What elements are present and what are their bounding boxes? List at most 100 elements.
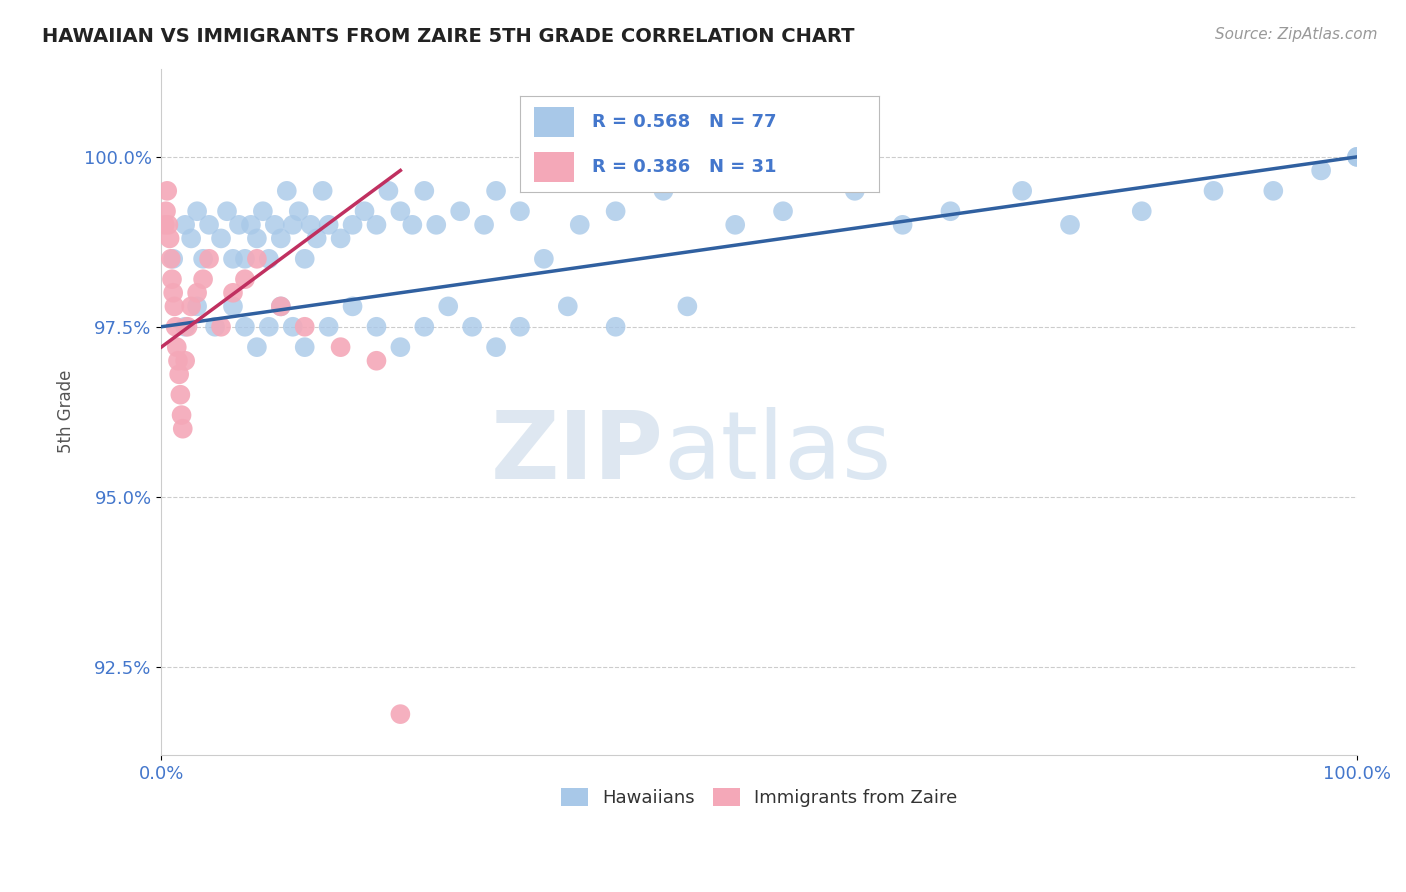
Point [485,340,508,354]
Point [176,319,198,334]
Point [533,252,555,266]
Point [246,340,269,354]
Point [449,204,471,219]
Point [939,204,962,219]
Point [167,353,190,368]
Point [281,319,304,334]
Point [215,204,238,219]
Point [180,231,202,245]
Point [318,218,340,232]
Point [156,184,179,198]
Point [198,252,221,266]
Point [239,218,262,232]
Point [389,340,412,354]
Point [174,353,197,368]
Point [246,252,269,266]
Point [299,218,322,232]
Text: HAWAIIAN VS IMMIGRANTS FROM ZAIRE 5TH GRADE CORRELATION CHART: HAWAIIAN VS IMMIGRANTS FROM ZAIRE 5TH GR… [42,27,855,45]
Text: atlas: atlas [664,407,891,499]
Point [485,184,508,198]
Point [844,184,866,198]
Point [209,319,232,334]
Point [676,299,699,313]
Point [605,204,627,219]
Point [166,340,188,354]
Point [270,299,292,313]
Point [1310,163,1333,178]
Text: Source: ZipAtlas.com: Source: ZipAtlas.com [1215,27,1378,42]
Point [222,285,245,300]
Point [377,184,399,198]
Point [257,319,280,334]
Point [191,252,214,266]
Point [1202,184,1225,198]
Point [389,204,412,219]
Point [568,218,591,232]
Point [170,408,193,422]
Point [724,218,747,232]
Point [246,231,269,245]
Point [191,272,214,286]
Point [163,299,186,313]
Point [281,218,304,232]
Point [294,252,316,266]
Point [329,340,352,354]
Point [252,204,274,219]
Point [557,299,579,313]
Point [228,218,250,232]
Point [263,218,285,232]
Point [165,319,187,334]
Point [311,184,333,198]
Point [413,319,436,334]
Point [652,184,675,198]
Point [174,319,197,334]
Point [204,319,226,334]
Point [509,319,531,334]
Point [772,204,794,219]
Point [342,218,364,232]
Point [605,319,627,334]
Point [353,204,375,219]
Point [233,252,256,266]
Point [318,319,340,334]
Point [233,272,256,286]
Point [186,299,208,313]
Point [155,204,177,219]
Point [174,218,197,232]
Point [1346,150,1368,164]
Point [186,285,208,300]
Point [425,218,447,232]
Y-axis label: 5th Grade: 5th Grade [58,370,75,453]
Point [1130,204,1153,219]
Point [157,218,180,232]
Point [186,204,208,219]
Point [209,231,232,245]
Point [305,231,328,245]
Point [287,204,309,219]
Point [160,272,183,286]
Point [342,299,364,313]
Point [294,319,316,334]
Point [153,218,176,232]
Point [1346,150,1368,164]
Point [1059,218,1081,232]
Point [401,218,423,232]
Legend: Hawaiians, Immigrants from Zaire: Hawaiians, Immigrants from Zaire [554,780,965,814]
Point [159,252,181,266]
Point [257,252,280,266]
Point [389,707,412,722]
Text: ZIP: ZIP [491,407,664,499]
Point [172,422,194,436]
Point [162,252,184,266]
Point [180,299,202,313]
Point [276,184,298,198]
Point [167,368,190,382]
Point [329,231,352,245]
Point [270,299,292,313]
Point [366,218,388,232]
Point [891,218,914,232]
Point [472,218,495,232]
Point [1011,184,1033,198]
Point [509,204,531,219]
Point [366,319,388,334]
